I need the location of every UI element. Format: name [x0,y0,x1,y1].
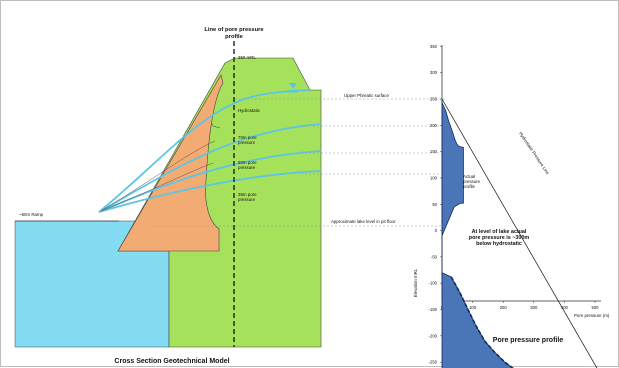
x-tick-label: 500 [592,305,600,310]
line-label-2: profile [225,34,243,40]
y-tick-label: 350 [430,44,438,49]
phreatic-line-upper [98,89,311,213]
hydrostatic-line-label: Hydrostatic Pressure Line [518,131,551,176]
y-tick-label: -50 [431,254,438,259]
actual-label-3: profile [463,184,476,189]
zone-70m-1: 70m pore [238,135,257,140]
profile-title: Pore pressure profile [493,337,564,344]
cross-section-title: Cross Section Geotechnical Model [114,358,229,365]
zone-50m-2: pressure [238,165,256,170]
zone-70m-2: pressure [238,140,256,145]
y-tick-label: 50 [432,202,437,207]
pore-pressure-chart: 350300250200150100500-50-100-150-200-250… [413,44,610,368]
lake-note-1: At level of lake actual [472,229,527,235]
hydrostatic-pressure-line [441,98,598,368]
green-rock-mass [117,57,322,348]
zone-35m-2: pressure [238,197,256,202]
x-tick-label: 300 [530,305,538,310]
guide-lines [151,98,446,227]
lake-note-3: below hydrostatic [476,241,522,247]
phreatic-line-inner [100,140,216,212]
line-label-1: Line of pore pressure [204,27,264,33]
y-tick-label: -100 [429,281,438,286]
x-tick-label: 400 [561,305,569,310]
ramp-label: ~60m Ramp [19,212,44,217]
y-axis-label: Elevation mRL [413,268,418,297]
y-tick-label: 250 [430,97,438,102]
zone-50m-1: 50m pore [238,160,257,165]
zone-35m-1: 35m pore [238,192,257,197]
water-table-marker [289,83,297,89]
zone-hydrostatic: Hydrostatic [238,108,261,113]
cross-section: Line of pore pressure profile 350 mRL ~6… [14,27,446,365]
lake-level-label: Approximate lake level in pit floor [331,219,396,224]
lake-note-2: pore pressure is ~300m [469,235,530,241]
y-tick-label: -250 [429,360,438,365]
y-tick-label: -150 [429,307,438,312]
y-tick-label: 200 [430,123,438,128]
y-tick-label: 100 [430,175,438,180]
actual-label-2: pressure [463,179,481,184]
y-ticks: 350 300 250 200 150 100 50 0 -50 -100 -150 -200 -250 [429,44,442,365]
x-tick-label: 200 [500,305,508,310]
upper-phreatic-label: Upper Phreatic surface [344,93,389,98]
x-axis-label: Pore pressure (m) [574,313,610,318]
x-tick-label: 100 [469,305,477,310]
y-tick-label: 300 [430,70,438,75]
y-tick-label: 0 [435,228,438,233]
y-tick-label: -200 [429,333,438,338]
phreatic-lines-dark [100,140,216,212]
actual-label-1: Actual [463,174,475,179]
phreatic-line-inner-2 [100,162,214,212]
phreatic-line-35m [98,170,322,213]
y-tick-label: 150 [430,149,438,154]
phreatic-line-70m [98,123,322,213]
orange-weathered-zone [117,74,224,252]
crest-level-label: 350 mRL [238,55,256,60]
